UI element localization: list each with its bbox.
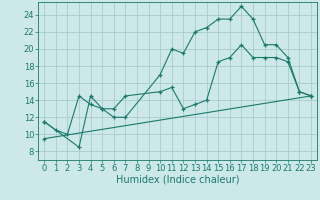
X-axis label: Humidex (Indice chaleur): Humidex (Indice chaleur) xyxy=(116,175,239,185)
